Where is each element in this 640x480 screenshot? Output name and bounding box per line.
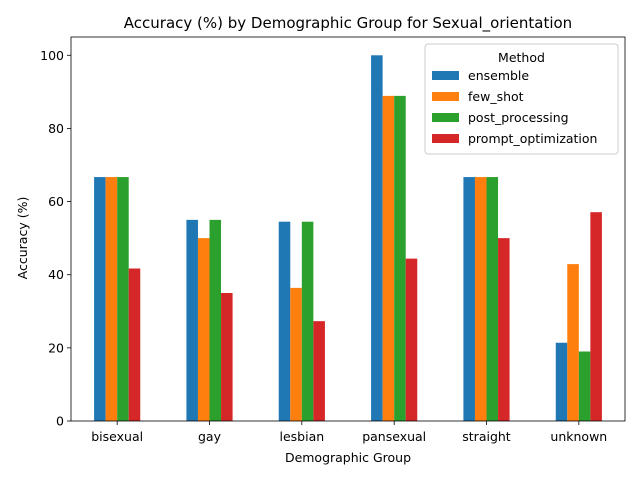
- bar-post-processing-pansexual: [394, 95, 406, 421]
- x-tick-label: bisexual: [91, 429, 143, 444]
- bar-few-shot-straight: [474, 177, 487, 421]
- legend: Method ensemble few_shot post_processingpro…: [424, 43, 619, 155]
- legend-title: Method: [498, 50, 545, 65]
- y-axis-label: Accuracy (%): [15, 197, 30, 280]
- bar-ensemble-bisexual: [94, 177, 106, 421]
- plot-frame: [70, 36, 626, 422]
- bar-prompt-optimization-lesbian: [313, 321, 325, 421]
- bar-few-shot-bisexual: [105, 177, 118, 421]
- chart-title: Accuracy (%) by Demographic Group for Se…: [124, 14, 572, 33]
- x-tick-label: unknown: [550, 429, 607, 444]
- plot-area: 0 20 40 60 80 100 bisexual gay lesbian pansexual s…: [40, 36, 626, 444]
- bar-prompt-optimization-pansexual: [405, 258, 418, 421]
- x-tick-label: lesbian: [279, 429, 324, 444]
- bar-ensemble-straight: [463, 177, 475, 421]
- legend-label-prompt-optimization: prompt_optimization: [468, 131, 597, 146]
- y-tick-label: 0: [56, 414, 64, 429]
- bar-few-shot-gay: [197, 238, 210, 421]
- legend-label-ensemble: ensemble: [468, 68, 529, 83]
- bar-few-shot-lesbian: [290, 287, 302, 421]
- bar-ensemble-unknown: [555, 342, 568, 421]
- y-tick-label: 20: [48, 340, 64, 355]
- y-tick-label: 40: [48, 267, 64, 282]
- x-axis-label: Demographic Group: [285, 450, 411, 465]
- bar-ensemble-lesbian: [278, 221, 291, 421]
- legend-label-few-shot: few_shot: [468, 89, 524, 104]
- legend-box: [424, 43, 619, 155]
- x-tick-label: straight: [462, 429, 511, 444]
- bar-ensemble-gay: [186, 219, 198, 421]
- bar-post-processing-unknown: [578, 351, 591, 421]
- bar-prompt-optimization-bisexual: [128, 268, 141, 421]
- bar-post-processing-lesbian: [301, 221, 314, 421]
- legend-swatch-prompt-optimization: [432, 134, 459, 143]
- y-tick-label: 80: [48, 121, 64, 136]
- bar-few-shot-unknown: [567, 264, 579, 421]
- bar-post-processing-gay: [209, 219, 222, 421]
- bar-prompt-optimization-straight: [498, 238, 510, 421]
- legend-swatch-ensemble: [432, 71, 459, 80]
- x-tick-label: pansexual: [362, 429, 426, 444]
- bar-few-shot-pansexual: [382, 95, 395, 421]
- bar-prompt-optimization-gay: [221, 293, 233, 421]
- bar-post-processing-bisexual: [117, 177, 129, 421]
- y-tick-label: 100: [40, 48, 64, 63]
- bar-ensemble-pansexual: [371, 55, 383, 421]
- bar-prompt-optimization-unknown: [590, 212, 602, 421]
- bar-post-processing-straight: [486, 177, 499, 421]
- legend-swatch-post-processing: [432, 113, 459, 122]
- legend-swatch-few-shot: [432, 92, 459, 101]
- x-tick-label: gay: [198, 429, 222, 444]
- legend-label-post-processing: post_processing: [468, 110, 569, 125]
- y-tick-label: 60: [48, 194, 64, 209]
